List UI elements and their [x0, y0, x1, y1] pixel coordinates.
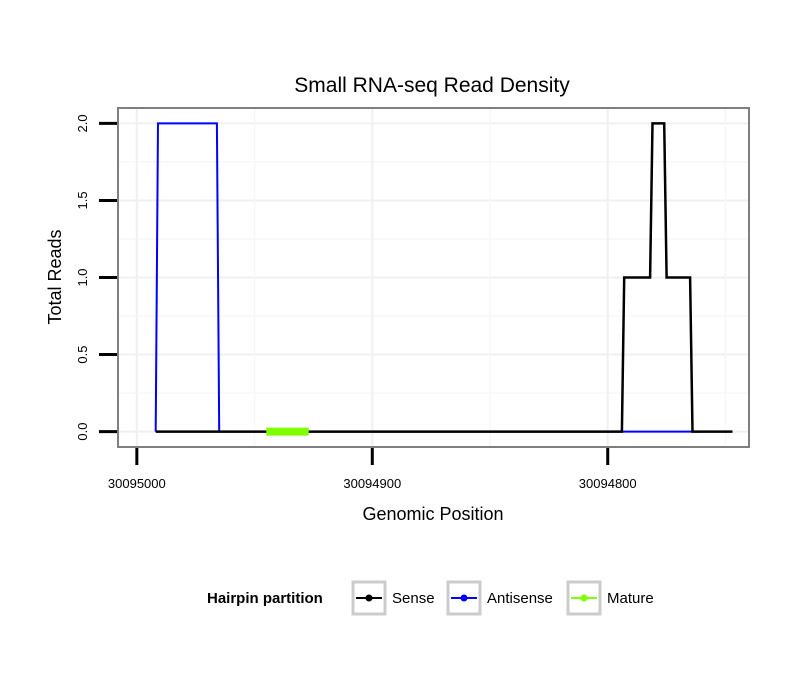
- x-tick-label: 30095000: [108, 476, 166, 491]
- chart-title: Small RNA-seq Read Density: [294, 74, 570, 97]
- legend-key-point: [580, 594, 588, 602]
- legend-entry-label: Antisense: [487, 590, 553, 607]
- x-axis-label: Genomic Position: [362, 504, 503, 524]
- y-tick-label: 1.0: [75, 268, 90, 286]
- x-tick-label: 30094900: [343, 476, 401, 491]
- legend-title: Hairpin partition: [207, 590, 323, 607]
- legend-entry-label: Mature: [607, 590, 654, 607]
- legend: Hairpin partition Sense Antisense Mature: [207, 580, 654, 616]
- y-axis-label: Total Reads: [45, 229, 65, 324]
- legend-entry-label: Sense: [392, 590, 435, 607]
- legend-key-point: [365, 594, 373, 602]
- legend-key-sense: Sense: [351, 580, 435, 616]
- x-axis: 30095000 30094900 30094800: [108, 448, 637, 491]
- series-layer: [154, 122, 733, 436]
- y-tick-label: 0.5: [75, 346, 90, 364]
- plot-border: [117, 107, 750, 448]
- y-tick-label: 2.0: [75, 114, 90, 132]
- legend-key-point: [460, 594, 468, 602]
- y-tick-label: 0.0: [75, 423, 90, 441]
- y-axis: 0.0 0.5 1.0 1.5 2.0: [75, 114, 117, 441]
- x-tick-label: 30094800: [579, 476, 637, 491]
- legend-key-antisense: Antisense: [446, 580, 553, 616]
- series-line-antisense: [154, 122, 702, 433]
- legend-key-mature: Mature: [566, 580, 654, 616]
- series-line-sense: [155, 122, 733, 433]
- grid-lines: [118, 108, 749, 447]
- y-tick-label: 1.5: [75, 191, 90, 209]
